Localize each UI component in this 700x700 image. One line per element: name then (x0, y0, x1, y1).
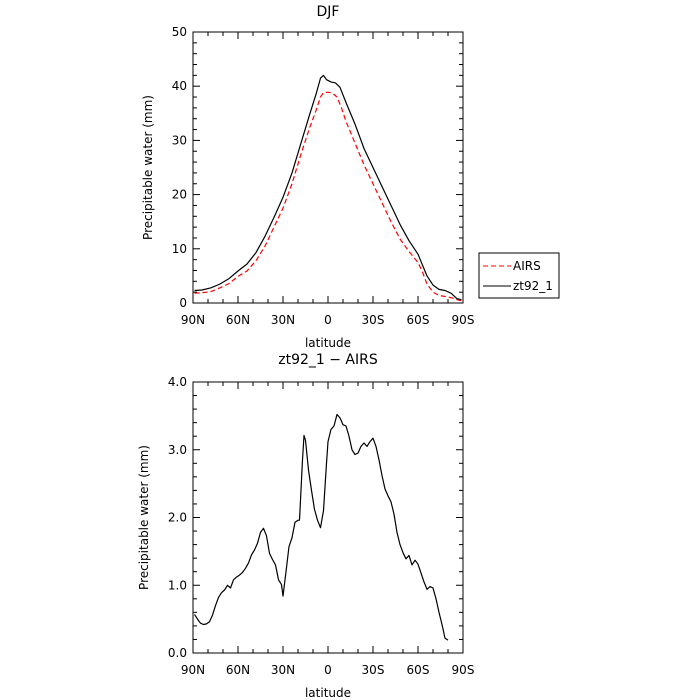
y-tick-label: 30 (172, 133, 187, 147)
y-tick-label: 2.0 (168, 511, 187, 525)
panel-djf-title: DJF (317, 4, 340, 20)
panel-djf-ylabel: Precipitable water (mm) (141, 95, 155, 240)
x-tick-label: 60S (407, 313, 430, 327)
x-tick-label: 30S (362, 313, 385, 327)
panel-djf-xlabel: latitude (305, 336, 351, 350)
panel-diff-ylabel: Precipitable water (mm) (137, 445, 151, 590)
legend-model-label: zt92_1 (513, 279, 553, 293)
series-line-djf-1 (194, 74, 462, 301)
legend-box (478, 252, 560, 299)
panel-diff-plot-frame (192, 381, 464, 654)
panel-djf-plot-frame (192, 31, 464, 304)
y-tick-label: 0 (179, 296, 187, 310)
x-tick-label: 30N (271, 663, 295, 677)
x-tick-label: 60N (226, 313, 250, 327)
x-tick-label: 0 (324, 313, 332, 327)
y-tick-label: 40 (172, 79, 187, 93)
panel-diff-xlabel: latitude (305, 686, 351, 700)
x-tick-label: 90N (181, 663, 205, 677)
panel-diff-title: zt92_1 − AIRS (278, 352, 378, 368)
x-tick-label: 90N (181, 313, 205, 327)
y-tick-label: 50 (172, 25, 187, 39)
x-tick-label: 30S (362, 663, 385, 677)
legend: AIRS zt92_1 (478, 252, 560, 299)
panel-diff: zt92_1 − AIRS 90N 60N 30N 0 30S 60S 90S 0.0 1.0 2… (137, 352, 474, 700)
legend-airs-label: AIRS (513, 259, 541, 273)
x-tick-label: 60S (407, 663, 430, 677)
series-line-djf-0 (194, 91, 462, 302)
x-tick-label: 90S (452, 313, 475, 327)
series-line-diff-0 (193, 413, 449, 641)
y-tick-label: 0.0 (168, 646, 187, 660)
x-tick-label: 90S (452, 663, 475, 677)
x-tick-label: 60N (226, 663, 250, 677)
x-tick-label: 0 (324, 663, 332, 677)
y-tick-label: 20 (172, 188, 187, 202)
y-tick-label: 4.0 (168, 375, 187, 389)
panel-djf: DJF 90N 60N 30N 0 30S 60S 90S 0 10 20 30 40 50 Preci… (141, 4, 560, 350)
x-tick-label: 30N (271, 313, 295, 327)
y-tick-label: 1.0 (168, 578, 187, 592)
y-tick-label: 3.0 (168, 443, 187, 457)
y-tick-label: 10 (172, 242, 187, 256)
